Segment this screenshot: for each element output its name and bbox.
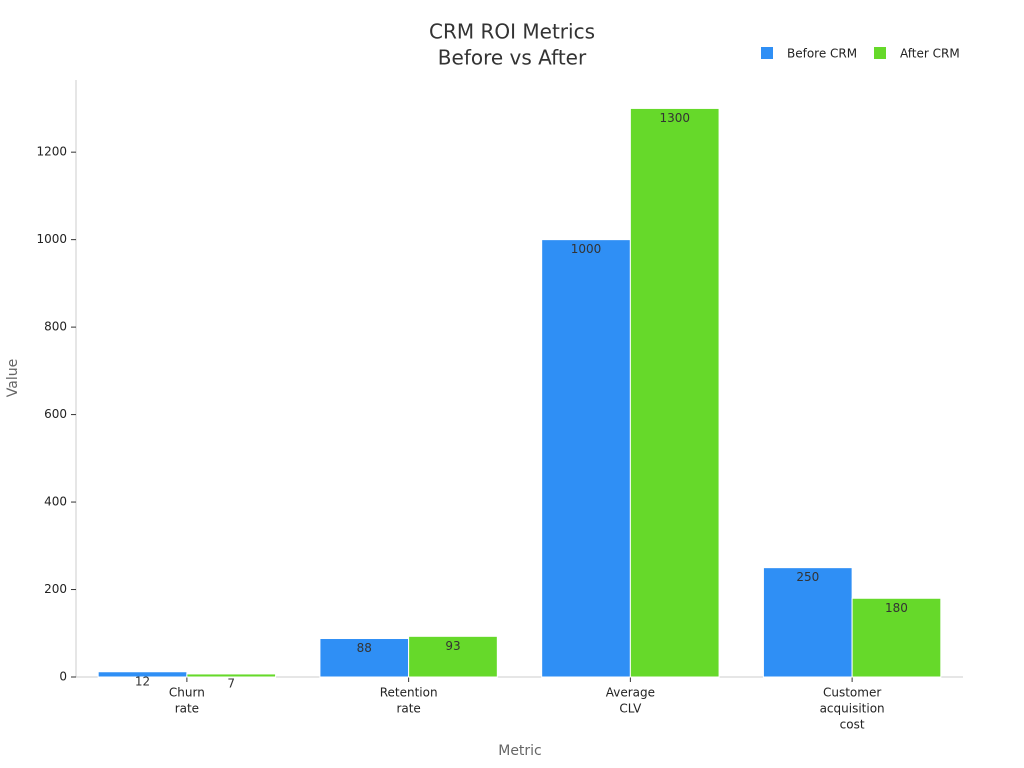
- bar: [319, 638, 410, 678]
- y-tick-label: 400: [44, 495, 67, 509]
- value-label: 1300: [659, 111, 690, 125]
- legend-label: Before CRM: [787, 47, 857, 61]
- x-tick-label: Average: [606, 686, 655, 700]
- x-tick-label: rate: [396, 702, 420, 716]
- bar: [629, 107, 720, 678]
- value-label: 93: [445, 639, 460, 653]
- legend-swatch: [874, 47, 886, 59]
- y-tick-label: 1200: [36, 145, 67, 159]
- value-label: 12: [135, 674, 150, 688]
- value-label: 7: [227, 676, 235, 690]
- y-tick-label: 800: [44, 320, 67, 334]
- bar: [541, 239, 631, 678]
- x-tick-label: CLV: [619, 702, 642, 716]
- value-label: 180: [885, 601, 908, 615]
- x-tick-label: cost: [840, 718, 865, 732]
- chart-title: CRM ROI Metrics: [429, 20, 595, 44]
- chart-subtitle: Before vs After: [438, 46, 587, 70]
- y-tick-label: 1000: [36, 232, 67, 246]
- value-label: 250: [796, 570, 819, 584]
- x-tick-label: Retention: [380, 686, 438, 700]
- legend-swatch: [761, 47, 773, 59]
- legend-label: After CRM: [900, 47, 960, 61]
- value-label: 88: [357, 641, 372, 655]
- x-axis-title: Metric: [498, 743, 542, 759]
- bar: [408, 635, 498, 678]
- x-tick-label: Churn: [169, 686, 205, 700]
- x-tick-label: rate: [175, 702, 199, 716]
- x-tick-label: acquisition: [820, 702, 885, 716]
- bar: [762, 567, 853, 678]
- value-label: 1000: [571, 242, 602, 256]
- y-tick-label: 0: [59, 670, 67, 684]
- y-axis-title: Value: [5, 359, 21, 397]
- y-tick-label: 200: [44, 582, 67, 596]
- y-tick-label: 600: [44, 407, 67, 421]
- bar: [186, 673, 277, 678]
- bar: [851, 597, 942, 678]
- x-tick-label: Customer: [823, 686, 881, 700]
